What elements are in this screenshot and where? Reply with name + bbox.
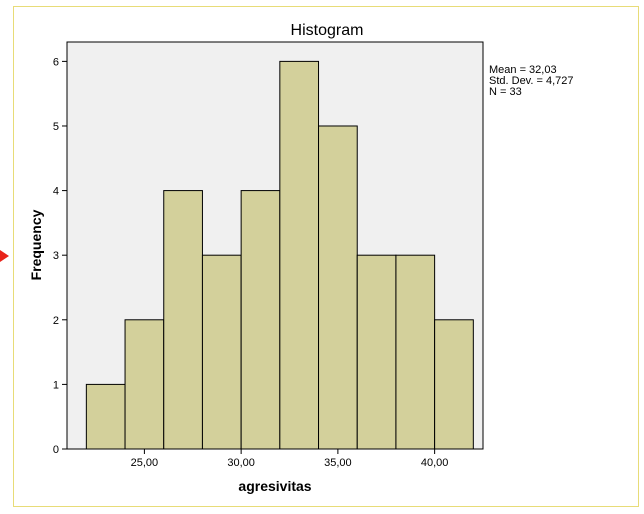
histogram-bar: [163, 190, 203, 450]
histogram-bar: [356, 254, 397, 450]
x-axis: 25,00 30,00 35,00 40,00: [131, 449, 449, 469]
stats-n: N = 33: [489, 86, 522, 98]
histogram-bar: [240, 190, 281, 450]
x-tick-label: 25,00: [131, 457, 159, 469]
x-tick-label: 40,00: [421, 457, 449, 469]
y-tick-label: 0: [53, 444, 59, 456]
stats-mean: Mean = 32,03: [489, 64, 557, 76]
y-tick-label: 1: [53, 379, 59, 391]
histogram-bar: [434, 319, 474, 450]
stats-std-dev: Std. Dev. = 4,727: [489, 75, 574, 87]
y-axis: 0 1 2 3 4 5 6: [53, 56, 67, 456]
histogram-bar: [201, 254, 242, 450]
histogram-bar: [124, 319, 165, 450]
histogram-bar: [395, 254, 436, 450]
red-arrow-marker: [0, 250, 9, 262]
y-tick-label: 5: [53, 121, 59, 133]
x-tick-label: 35,00: [324, 457, 352, 469]
x-axis-title: agresivitas: [238, 478, 311, 494]
chart-title: Histogram: [291, 22, 364, 39]
y-axis-title: Frequency: [28, 209, 44, 280]
histogram-bar: [279, 60, 320, 450]
histogram-bar: [318, 125, 358, 450]
y-tick-label: 3: [53, 250, 59, 262]
histogram-bar: [85, 383, 126, 450]
y-tick-label: 6: [53, 56, 59, 68]
y-tick-label: 2: [53, 315, 59, 327]
y-tick-label: 4: [53, 186, 59, 198]
x-tick-label: 30,00: [227, 457, 255, 469]
